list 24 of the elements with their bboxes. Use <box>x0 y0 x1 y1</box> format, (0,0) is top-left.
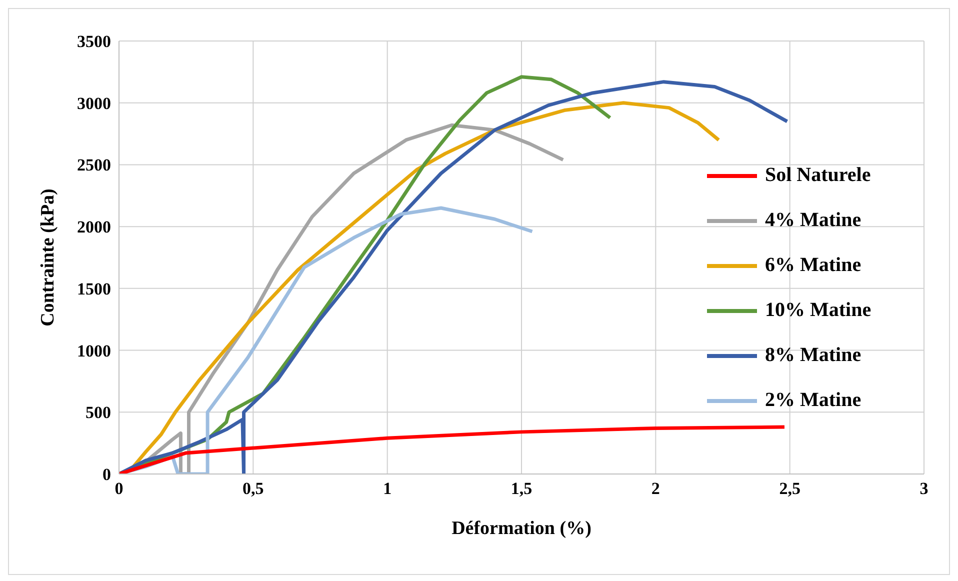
x-tick-label: 0,5 <box>242 479 264 498</box>
x-tick-label: 1 <box>383 479 392 498</box>
y-tick-label: 2000 <box>77 218 111 237</box>
y-tick-label: 3500 <box>77 32 111 52</box>
y-tick-label: 0 <box>102 465 111 484</box>
legend-label: 8% Matine <box>765 344 862 367</box>
x-tick-label: 0 <box>114 479 124 498</box>
x-tick-label: 2 <box>651 479 660 498</box>
y-tick-label: 1000 <box>77 341 111 360</box>
x-axis-title: Déformation (%) <box>452 518 592 539</box>
y-tick-label: 2500 <box>77 156 111 175</box>
y-axis-title: Contrainte (kPa) <box>38 188 59 326</box>
x-tick-label: 1,5 <box>510 479 532 498</box>
legend-label: Sol Naturele <box>765 164 871 187</box>
x-tick-label: 2,5 <box>779 479 800 498</box>
legend-label: 2% Matine <box>765 389 862 412</box>
x-tick-label: 3 <box>920 479 928 498</box>
legend-label: 10% Matine <box>765 299 872 322</box>
line-series <box>119 425 786 474</box>
legend-label: 6% Matine <box>765 254 862 277</box>
y-tick-label: 3000 <box>77 94 111 113</box>
y-tick-label: 500 <box>86 403 111 422</box>
legend-label: 4% Matine <box>765 209 862 232</box>
y-tick-label: 1500 <box>77 279 111 298</box>
